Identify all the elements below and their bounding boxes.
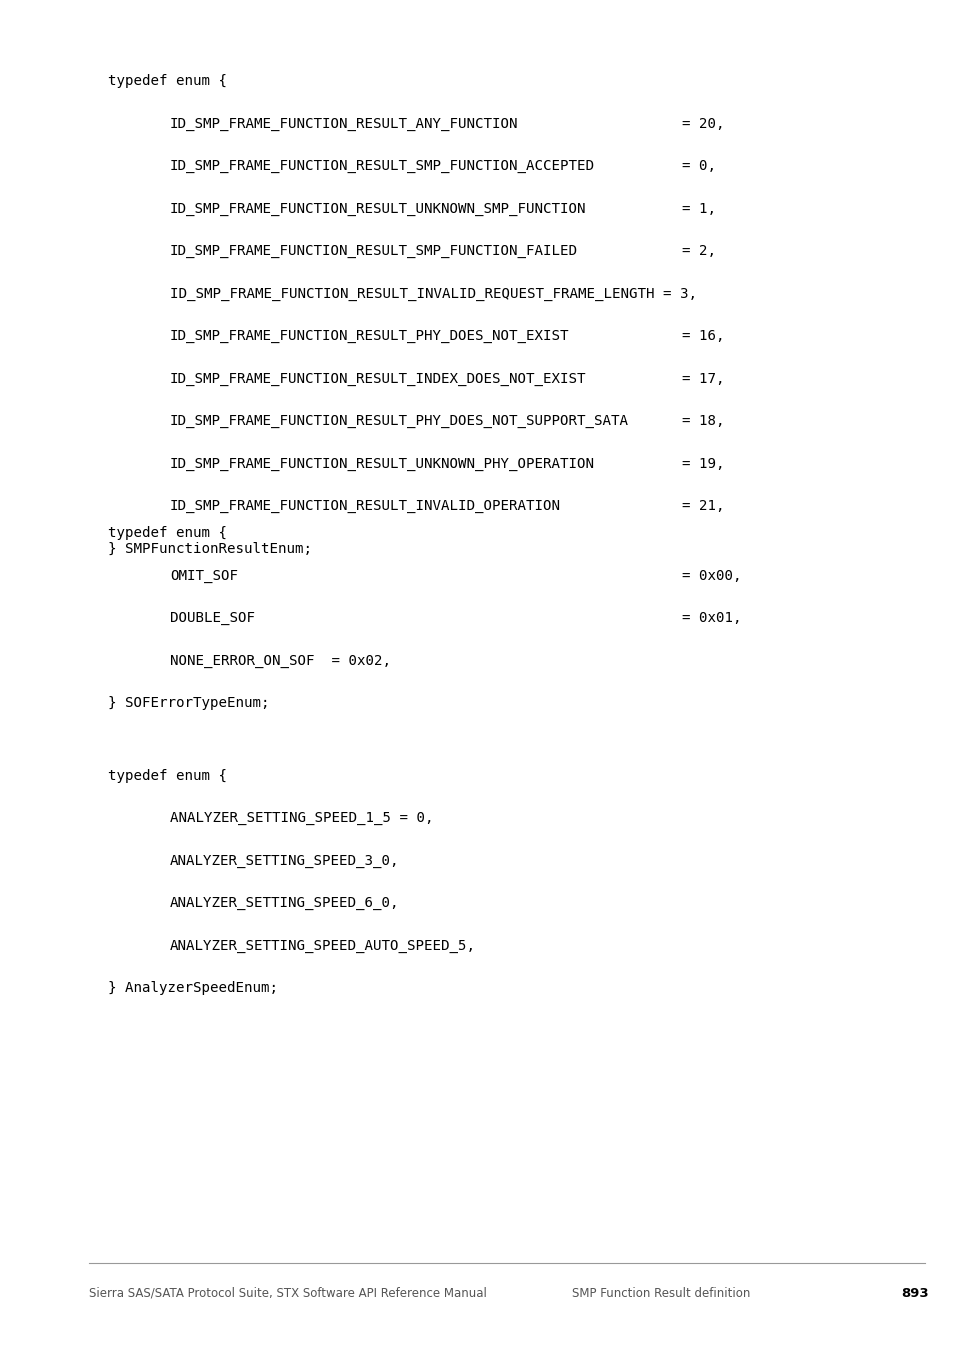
Text: } AnalyzerSpeedEnum;: } AnalyzerSpeedEnum; <box>108 982 277 996</box>
Text: OMIT_SOF: OMIT_SOF <box>170 569 237 583</box>
Text: ID_SMP_FRAME_FUNCTION_RESULT_UNKNOWN_SMP_FUNCTION: ID_SMP_FRAME_FUNCTION_RESULT_UNKNOWN_SMP… <box>170 202 586 216</box>
Text: ANALYZER_SETTING_SPEED_3_0,: ANALYZER_SETTING_SPEED_3_0, <box>170 854 399 867</box>
Text: = 17,: = 17, <box>681 372 724 386</box>
Text: ANALYZER_SETTING_SPEED_1_5 = 0,: ANALYZER_SETTING_SPEED_1_5 = 0, <box>170 811 433 826</box>
Text: = 0x01,: = 0x01, <box>681 611 740 625</box>
Text: ID_SMP_FRAME_FUNCTION_RESULT_PHY_DOES_NOT_EXIST: ID_SMP_FRAME_FUNCTION_RESULT_PHY_DOES_NO… <box>170 329 569 343</box>
Text: = 2,: = 2, <box>681 244 716 258</box>
Text: = 19,: = 19, <box>681 456 724 471</box>
Text: ANALYZER_SETTING_SPEED_6_0,: ANALYZER_SETTING_SPEED_6_0, <box>170 896 399 911</box>
Text: = 0,: = 0, <box>681 159 716 173</box>
Text: = 21,: = 21, <box>681 499 724 513</box>
Text: typedef enum {: typedef enum { <box>108 74 227 88</box>
Text: ID_SMP_FRAME_FUNCTION_RESULT_PHY_DOES_NOT_SUPPORT_SATA: ID_SMP_FRAME_FUNCTION_RESULT_PHY_DOES_NO… <box>170 414 628 428</box>
Text: ID_SMP_FRAME_FUNCTION_RESULT_ANY_FUNCTION: ID_SMP_FRAME_FUNCTION_RESULT_ANY_FUNCTIO… <box>170 117 517 131</box>
Text: ID_SMP_FRAME_FUNCTION_RESULT_SMP_FUNCTION_FAILED: ID_SMP_FRAME_FUNCTION_RESULT_SMP_FUNCTIO… <box>170 244 578 258</box>
Text: DOUBLE_SOF: DOUBLE_SOF <box>170 611 254 625</box>
Text: } SOFErrorTypeEnum;: } SOFErrorTypeEnum; <box>108 696 269 710</box>
Text: ID_SMP_FRAME_FUNCTION_RESULT_SMP_FUNCTION_ACCEPTED: ID_SMP_FRAME_FUNCTION_RESULT_SMP_FUNCTIO… <box>170 159 594 173</box>
Text: = 16,: = 16, <box>681 329 724 343</box>
Text: typedef enum {: typedef enum { <box>108 526 227 540</box>
Text: NONE_ERROR_ON_SOF  = 0x02,: NONE_ERROR_ON_SOF = 0x02, <box>170 654 391 668</box>
Text: = 20,: = 20, <box>681 117 724 131</box>
Text: ID_SMP_FRAME_FUNCTION_RESULT_INDEX_DOES_NOT_EXIST: ID_SMP_FRAME_FUNCTION_RESULT_INDEX_DOES_… <box>170 372 586 386</box>
Text: ID_SMP_FRAME_FUNCTION_RESULT_INVALID_OPERATION: ID_SMP_FRAME_FUNCTION_RESULT_INVALID_OPE… <box>170 499 560 513</box>
Text: = 0x00,: = 0x00, <box>681 569 740 583</box>
Text: SMP Function Result definition: SMP Function Result definition <box>572 1287 750 1300</box>
Text: ID_SMP_FRAME_FUNCTION_RESULT_UNKNOWN_PHY_OPERATION: ID_SMP_FRAME_FUNCTION_RESULT_UNKNOWN_PHY… <box>170 456 594 471</box>
Text: ID_SMP_FRAME_FUNCTION_RESULT_INVALID_REQUEST_FRAME_LENGTH = 3,: ID_SMP_FRAME_FUNCTION_RESULT_INVALID_REQ… <box>170 287 696 301</box>
Text: = 1,: = 1, <box>681 202 716 216</box>
Text: } SMPFunctionResultEnum;: } SMPFunctionResultEnum; <box>108 542 312 556</box>
Text: 893: 893 <box>901 1287 928 1300</box>
Text: = 18,: = 18, <box>681 414 724 428</box>
Text: typedef enum {: typedef enum { <box>108 769 227 782</box>
Text: Sierra SAS/SATA Protocol Suite, STX Software API Reference Manual: Sierra SAS/SATA Protocol Suite, STX Soft… <box>89 1287 486 1300</box>
Text: ANALYZER_SETTING_SPEED_AUTO_SPEED_5,: ANALYZER_SETTING_SPEED_AUTO_SPEED_5, <box>170 939 476 952</box>
